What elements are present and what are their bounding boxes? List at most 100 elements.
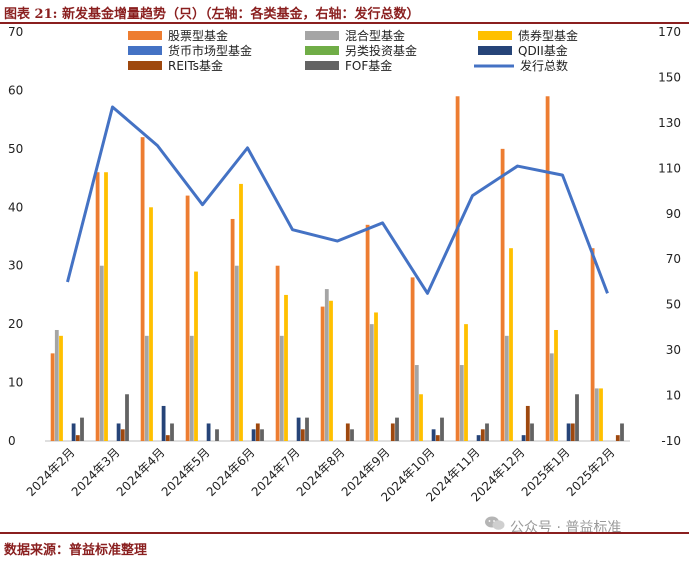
right-tick-label: 90 [666,207,681,221]
bar-REITs基金 [75,435,80,441]
legend-swatch [128,46,162,55]
bar-REITs基金 [435,435,440,441]
bar-FOF基金 [620,423,624,441]
right-tick-label: 10 [666,389,681,403]
bar-股票型基金 [230,218,235,441]
bar-REITs基金 [345,423,350,441]
bar-混合型基金 [234,265,239,441]
bar-混合型基金 [279,335,284,441]
line-series-group [66,105,609,295]
bar-QDII基金 [476,435,481,441]
bar-REITs基金 [300,429,305,441]
bar-股票型基金 [95,172,100,442]
bar-股票型基金 [545,96,550,442]
bar-QDII基金 [251,429,256,441]
bar-股票型基金 [275,265,280,441]
legend-label: 债券型基金 [518,28,578,43]
bar-债券型基金 [419,394,423,441]
bar-混合型基金 [549,353,554,441]
bar-FOF基金 [350,429,354,441]
legend-swatch [478,46,512,55]
left-tick-label: 70 [8,25,23,39]
bar-债券型基金 [194,271,198,441]
bars-group [50,96,624,442]
legend-label: REITs基金 [168,58,223,73]
bar-债券型基金 [104,172,108,442]
figure-title: 图表 21: 新发基金增量趋势（只）（左轴：各类基金，右轴：发行总数） [4,7,420,22]
bar-REITs基金 [615,435,620,441]
right-tick-label: 50 [666,298,681,312]
bar-REITs基金 [390,423,395,441]
bar-QDII基金 [71,423,76,441]
bar-股票型基金 [185,195,190,441]
right-axis-ticks: -10 10 30 50 70 90 110 130 150 170 [658,25,681,448]
legend-swatch [478,31,512,40]
bar-QDII基金 [431,429,436,441]
bar-股票型基金 [410,277,415,441]
bar-FOF基金 [170,423,174,441]
legend-label: 另类投资基金 [345,43,417,58]
left-tick-label: 40 [8,200,23,214]
right-tick-label: 170 [658,25,681,39]
right-tick-label: 30 [666,343,681,357]
bar-混合型基金 [189,335,194,441]
legend-swatch [128,61,162,70]
bar-QDII基金 [521,435,526,441]
bar-混合型基金 [54,329,59,441]
bar-债券型基金 [374,312,378,441]
bar-混合型基金 [324,289,329,441]
bar-QDII基金 [116,423,121,441]
left-axis-ticks: 0 10 20 30 40 50 60 70 [8,25,23,448]
left-tick-label: 20 [8,317,23,331]
bar-QDII基金 [206,423,211,441]
bar-混合型基金 [414,365,419,441]
right-tick-label: 110 [658,161,681,175]
bar-REITs基金 [480,429,485,441]
bar-股票型基金 [50,353,55,441]
right-tick-label: -10 [661,434,681,448]
bar-股票型基金 [500,148,505,442]
bar-债券型基金 [329,300,333,441]
bar-混合型基金 [459,365,464,441]
bar-QDII基金 [566,423,571,441]
left-tick-label: 60 [8,83,23,97]
bar-债券型基金 [599,388,603,441]
bar-股票型基金 [320,306,325,441]
bar-QDII基金 [296,417,301,441]
left-tick-label: 50 [8,142,23,156]
bar-FOF基金 [215,429,219,441]
bar-FOF基金 [575,394,579,441]
legend-swatch [128,31,162,40]
bar-FOF基金 [125,394,129,441]
bar-股票型基金 [140,137,145,442]
x-tick-label: 2025年2月 [564,445,618,499]
bar-REITs基金 [255,423,260,441]
source-bar: 数据来源：普益标准整理 [0,532,689,561]
bar-FOF基金 [305,417,309,441]
bar-股票型基金 [590,248,595,441]
bar-FOF基金 [440,417,444,441]
bar-混合型基金 [504,335,509,441]
left-tick-label: 0 [8,434,16,448]
bar-混合型基金 [369,324,374,441]
bar-REITs基金 [570,423,575,441]
bar-股票型基金 [365,224,370,441]
bar-FOF基金 [80,417,84,441]
legend-label: FOF基金 [345,58,392,73]
right-tick-label: 130 [658,116,681,130]
bar-债券型基金 [239,183,243,441]
right-tick-label: 70 [666,252,681,266]
right-tick-label: 150 [658,70,681,84]
legend-label: 发行总数 [520,58,568,73]
legend-label: QDII基金 [518,43,568,58]
bar-债券型基金 [509,248,513,441]
bar-FOF基金 [530,423,534,441]
title-bar: 图表 21: 新发基金增量趋势（只）（左轴：各类基金，右轴：发行总数） [0,0,689,24]
bar-混合型基金 [594,388,599,441]
bar-REITs基金 [165,435,170,441]
bar-债券型基金 [284,294,288,441]
bar-FOF基金 [395,417,399,441]
legend-swatch [305,61,339,70]
bar-FOF基金 [260,429,264,441]
